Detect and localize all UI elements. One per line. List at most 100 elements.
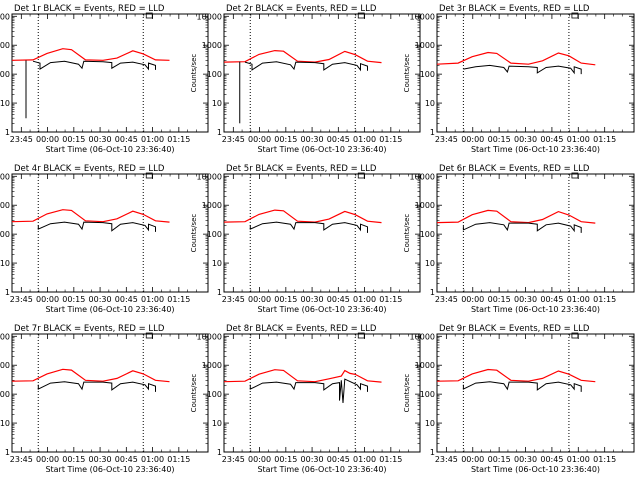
x-tick-label: 00:00 [36, 135, 59, 144]
y-tick-label: 10000 [0, 12, 10, 21]
y-axis-label: Counts/sec [190, 374, 198, 413]
x-tick-label: 23:45 [10, 135, 33, 144]
y-tick-label: 1 [430, 128, 435, 137]
y-tick-label: 10000 [410, 332, 435, 341]
y-axis-label: Counts/sec [190, 54, 198, 93]
lld-series-line [11, 368, 170, 383]
events-series-line [249, 378, 368, 403]
x-tick-label: 00:15 [488, 455, 511, 464]
x-tick-label: 01:00 [353, 135, 376, 144]
x-tick-label: 01:15 [167, 295, 190, 304]
y-tick-label: 100 [0, 390, 10, 399]
x-tick-label: 00:45 [540, 295, 563, 304]
x-tick-label: 01:00 [353, 455, 376, 464]
x-tick-label: 00:45 [540, 455, 563, 464]
x-tick-label: 23:45 [435, 295, 458, 304]
panel-title: Det 5r BLACK = Events, RED = LLD [226, 164, 377, 174]
x-tick-label: 00:00 [461, 455, 484, 464]
y-tick-label: 1 [5, 448, 10, 457]
y-tick-label: 10000 [410, 12, 435, 21]
x-tick-label: 01:00 [141, 455, 164, 464]
x-tick-label: 23:45 [222, 135, 245, 144]
y-tick-label: 100 [207, 230, 222, 239]
lld-series-line [436, 209, 596, 224]
panel-title: Det 2r BLACK = Events, RED = LLD [226, 4, 377, 14]
x-axis-label: Start Time (06-Oct-10 23:36:40) [45, 305, 174, 314]
x-tick-label: 23:45 [435, 455, 458, 464]
y-axis-label: Counts/sec [403, 214, 411, 253]
y-tick-label: 100 [420, 230, 435, 239]
y-tick-label: 10 [425, 259, 435, 268]
y-tick-label: 10000 [0, 332, 10, 341]
y-tick-label: 10 [0, 259, 10, 268]
x-tick-label: 00:15 [488, 295, 511, 304]
y-tick-label: 10 [0, 99, 10, 108]
events-series-line [463, 64, 582, 75]
y-tick-label: 1 [5, 128, 10, 137]
plot-frame [223, 173, 421, 293]
y-tick-label: 1 [430, 448, 435, 457]
panel-3: Det 3r BLACK = Events, RED = LLD 1 10 100 10… [403, 4, 635, 154]
panel-9: Det 9r BLACK = Events, RED = LLD 1 10 100 10… [403, 324, 635, 474]
x-tick-label: 00:45 [327, 135, 350, 144]
x-tick-label: 00:15 [62, 135, 85, 144]
panel-title: Det 8r BLACK = Events, RED = LLD [226, 324, 377, 334]
y-tick-label: 1000 [415, 41, 435, 50]
x-tick-label: 23:45 [222, 295, 245, 304]
x-tick-label: 01:15 [379, 135, 402, 144]
x-tick-label: 00:30 [89, 455, 112, 464]
x-tick-label: 00:45 [540, 135, 563, 144]
y-axis-label: Counts/sec [190, 214, 198, 253]
panel-title: Det 7r BLACK = Events, RED = LLD [14, 324, 165, 334]
y-tick-label: 10000 [197, 172, 222, 181]
y-tick-label: 10 [425, 419, 435, 428]
events-series-line [249, 221, 368, 233]
y-axis-label: Counts/sec [403, 54, 411, 93]
x-tick-label: 01:00 [141, 135, 164, 144]
y-tick-label: 100 [207, 70, 222, 79]
y-tick-label: 10 [212, 259, 222, 268]
panel-8: Det 8r BLACK = Events, RED = LLD 1 10 100 10… [190, 324, 421, 474]
x-tick-label: 00:00 [248, 295, 271, 304]
x-tick-label: 23:45 [10, 455, 33, 464]
x-tick-label: 00:15 [62, 295, 85, 304]
events-series-line [32, 60, 156, 71]
y-tick-label: 1000 [415, 361, 435, 370]
x-axis-label: Start Time (06-Oct-10 23:36:40) [257, 465, 386, 474]
x-tick-label: 00:15 [488, 135, 511, 144]
panel-1: Det 1r BLACK = Events, RED = LLD 1 10 100 10… [0, 4, 209, 154]
x-tick-label: 00:15 [274, 135, 297, 144]
x-tick-label: 23:45 [435, 135, 458, 144]
y-tick-label: 10000 [0, 172, 10, 181]
panel-title: Det 9r BLACK = Events, RED = LLD [439, 324, 590, 334]
plot-frame [436, 173, 635, 293]
x-tick-label: 00:45 [115, 295, 138, 304]
x-tick-label: 00:30 [301, 455, 324, 464]
events-series-line [37, 221, 156, 232]
x-tick-label: 01:15 [167, 455, 190, 464]
x-axis-label: Start Time (06-Oct-10 23:36:40) [257, 305, 386, 314]
x-tick-label: 00:45 [115, 455, 138, 464]
x-tick-label: 01:15 [593, 135, 616, 144]
y-tick-label: 1000 [0, 201, 10, 210]
lld-series-line [11, 48, 170, 61]
x-axis-label: Start Time (06-Oct-10 23:36:40) [471, 305, 600, 314]
lld-series-line [223, 49, 382, 64]
x-tick-label: 01:00 [567, 455, 590, 464]
plot-frame [11, 13, 209, 133]
plot-frame [223, 333, 421, 453]
events-series-line [462, 381, 582, 392]
y-tick-label: 1000 [202, 361, 222, 370]
x-tick-label: 00:30 [301, 135, 324, 144]
y-tick-label: 10000 [197, 332, 222, 341]
x-tick-label: 23:45 [222, 455, 245, 464]
y-tick-label: 1 [217, 448, 222, 457]
x-axis-label: Start Time (06-Oct-10 23:36:40) [471, 465, 600, 474]
y-tick-label: 10 [425, 99, 435, 108]
x-tick-label: 00:30 [514, 135, 537, 144]
plot-frame [436, 13, 635, 133]
x-tick-label: 00:30 [514, 295, 537, 304]
y-tick-label: 100 [420, 390, 435, 399]
y-tick-label: 1000 [0, 361, 10, 370]
